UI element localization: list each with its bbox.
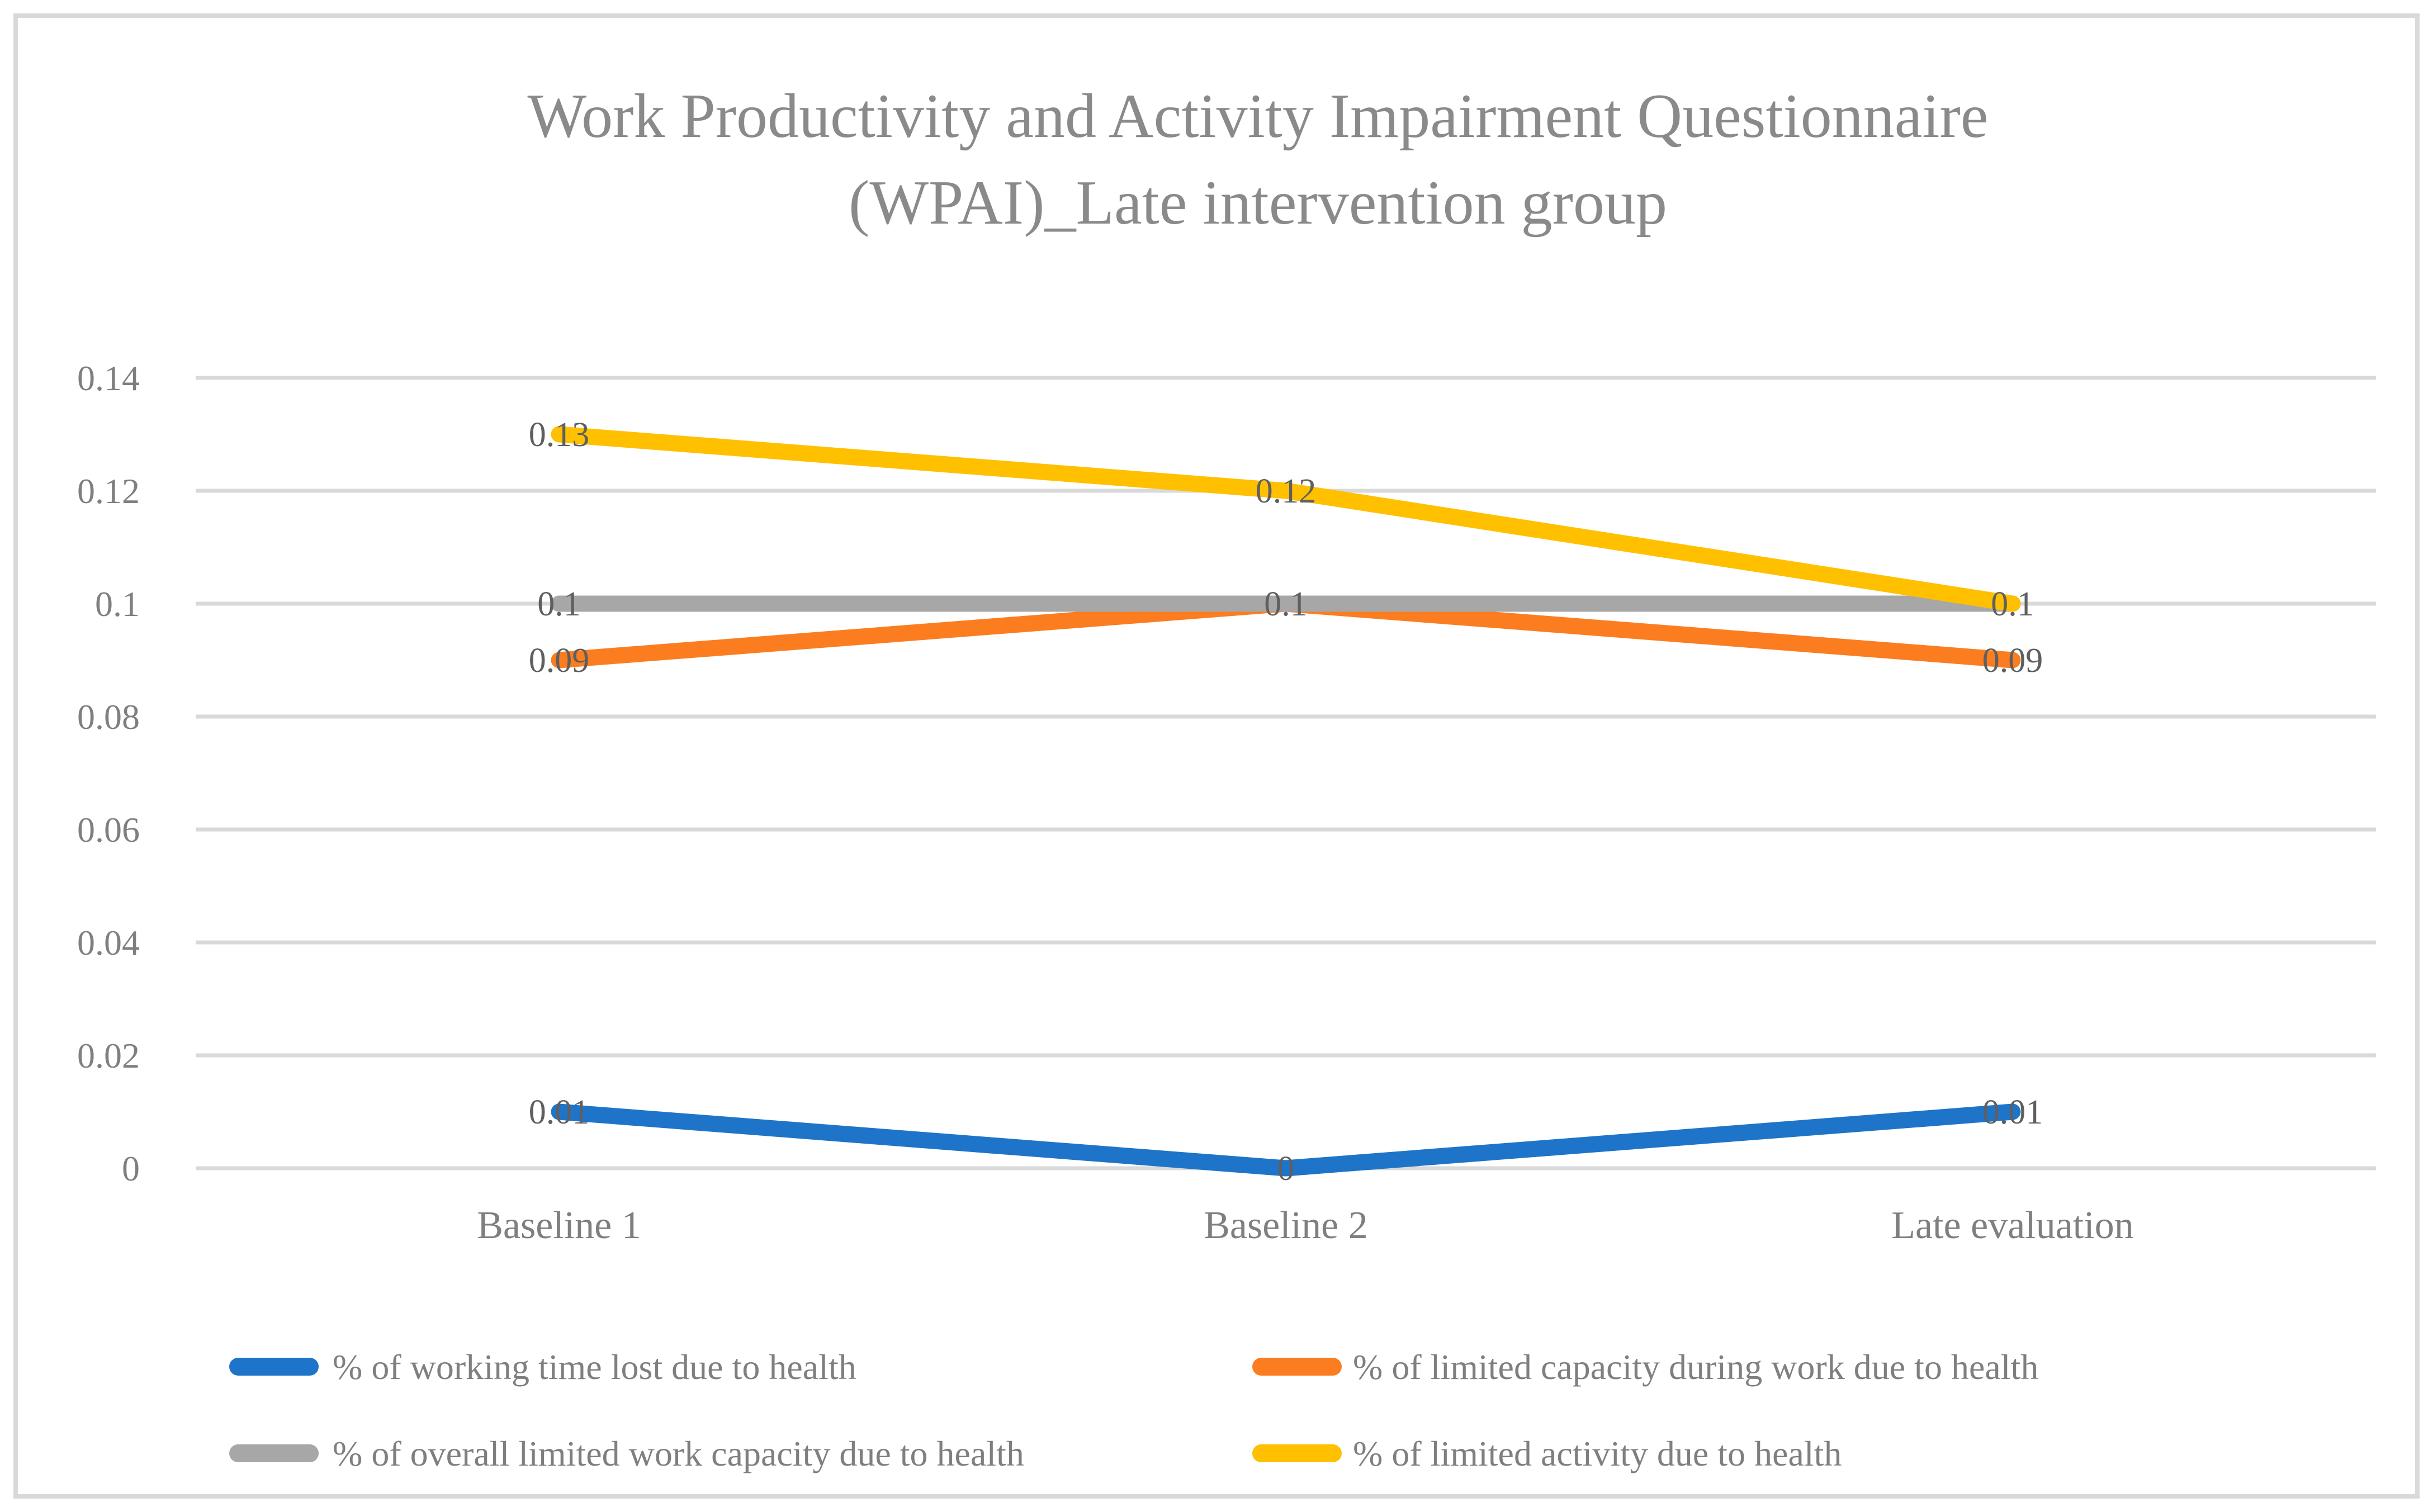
chart-title-line-1: Work Productivity and Activity Impairmen… <box>527 82 1988 151</box>
legend-swatch-blue <box>229 1358 319 1376</box>
data-label: 0 <box>1277 1150 1295 1188</box>
data-point-labels: 0.01 0 0.01 0.09 0.1 0.09 0.1 0.1 0.13 0.12 <box>529 416 2043 1188</box>
legend: % of working time lost due to health % o… <box>229 1347 2038 1473</box>
x-axis-category-labels: Baseline 1 Baseline 2 Late evaluation <box>477 1204 2133 1247</box>
data-label: 0.09 <box>1982 642 2043 680</box>
legend-label: % of working time lost due to health <box>333 1347 856 1387</box>
data-label: 0.01 <box>1982 1093 2043 1131</box>
chart-title-line-2: (WPAI)_Late intervention group <box>849 168 1667 238</box>
legend-item-overall-limited-work-capacity: % of overall limited work capacity due t… <box>229 1434 1024 1473</box>
y-tick-label: 0.14 <box>77 358 140 398</box>
series-line-4 <box>551 426 2021 612</box>
y-tick-label: 0.08 <box>77 697 140 737</box>
y-tick-label: 0 <box>122 1149 140 1188</box>
y-tick-label: 0.12 <box>77 471 140 511</box>
y-tick-label: 0.02 <box>77 1036 140 1075</box>
data-label: 0.12 <box>1256 472 1317 510</box>
y-tick-label: 0.04 <box>77 923 140 963</box>
legend-item-working-time-lost: % of working time lost due to health <box>229 1347 856 1387</box>
x-axis-label: Late evaluation <box>1891 1204 2133 1247</box>
data-label: 0.1 <box>537 585 581 623</box>
x-axis-label: Baseline 1 <box>477 1204 641 1247</box>
series-lines <box>551 426 2021 1177</box>
legend-item-limited-capacity-during-work: % of limited capacity during work due to… <box>1252 1347 2038 1387</box>
data-label: 0.1 <box>1264 585 1308 623</box>
x-axis-label: Baseline 2 <box>1204 1204 1368 1247</box>
legend-swatch-gray <box>229 1444 319 1462</box>
data-label: 0.1 <box>1991 585 2034 623</box>
series-line-1 <box>551 1103 2021 1177</box>
data-label: 0.01 <box>529 1093 590 1131</box>
figure-border <box>13 13 2420 1499</box>
legend-swatch-yellow <box>1252 1444 1342 1462</box>
legend-swatch-orange <box>1252 1358 1342 1376</box>
y-tick-label: 0.06 <box>77 810 140 850</box>
data-label: 0.09 <box>529 642 590 680</box>
legend-label: % of overall limited work capacity due t… <box>333 1434 1024 1473</box>
legend-item-limited-activity: % of limited activity due to health <box>1252 1434 1842 1473</box>
data-label: 0.13 <box>529 416 590 454</box>
y-axis-tick-labels: 0 0.02 0.04 0.06 0.08 0.1 0.12 0.14 <box>77 358 140 1188</box>
legend-label: % of limited capacity during work due to… <box>1353 1347 2038 1387</box>
legend-label: % of limited activity due to health <box>1353 1434 1842 1473</box>
y-tick-label: 0.1 <box>95 584 140 624</box>
